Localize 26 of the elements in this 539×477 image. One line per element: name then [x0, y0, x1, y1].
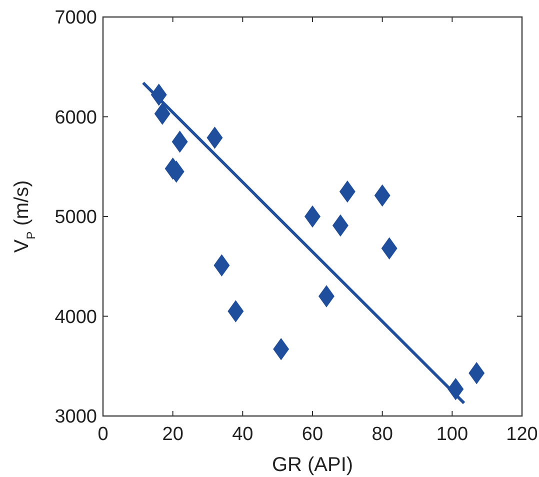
y-tick-label: 5000: [54, 207, 97, 228]
x-tick-label: 80: [372, 424, 393, 445]
y-tick-label: 4000: [54, 306, 97, 328]
x-tick-label: 40: [232, 424, 254, 445]
y-tick-label: 7000: [54, 8, 97, 29]
y-tick-label: 6000: [54, 107, 97, 128]
y-tick-label: 3000: [54, 406, 97, 428]
x-tick-label: 0: [98, 424, 108, 445]
point: [318, 285, 334, 308]
point: [332, 214, 348, 237]
point: [273, 338, 290, 360]
x-tick-label: 20: [162, 424, 184, 445]
point: [154, 102, 170, 125]
point: [228, 300, 244, 322]
point: [172, 130, 188, 153]
x-axis-title: GR (API): [272, 454, 354, 476]
point: [304, 205, 321, 228]
x-tick-label: 120: [506, 424, 538, 445]
point: [206, 126, 223, 149]
point: [374, 184, 390, 207]
point: [214, 254, 230, 276]
x-tick-label: 60: [302, 424, 324, 445]
x-tick-label: 100: [436, 424, 468, 445]
point: [381, 237, 398, 260]
point: [339, 180, 356, 203]
point: [468, 362, 485, 384]
